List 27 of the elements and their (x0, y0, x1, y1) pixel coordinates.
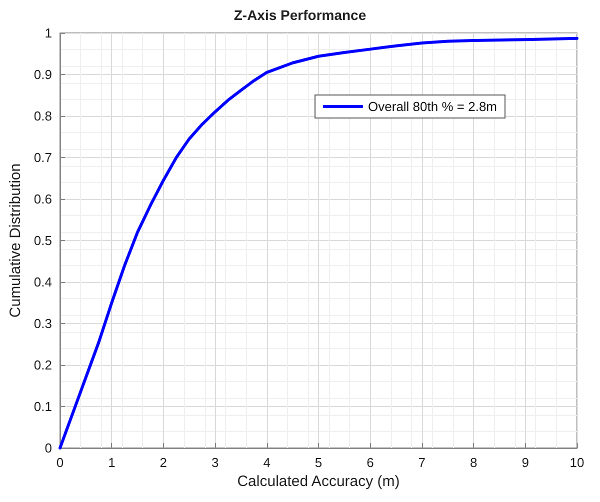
x-tick-label: 5 (314, 455, 322, 470)
x-tick-label: 4 (263, 455, 270, 470)
x-tick-label: 10 (570, 455, 584, 470)
y-axis-title: Cumulative Distribution (7, 163, 24, 318)
y-tick-label: 0.5 (34, 233, 52, 248)
x-tick-label: 1 (108, 455, 116, 470)
y-tick-label: 0.4 (34, 274, 52, 290)
y-tick-label: 0.6 (34, 192, 52, 206)
x-tick-label: 3 (211, 455, 219, 470)
chart-title: Z-Axis Performance (234, 7, 366, 23)
x-tick-label: 0 (56, 455, 64, 470)
y-tick-label: 0.7 (34, 150, 52, 165)
y-tick-label: 0 (44, 440, 52, 456)
y-tick-label: 1 (44, 26, 52, 40)
legend-label: Overall 80th % = 2.8m (368, 99, 498, 114)
x-tick-label: 9 (522, 455, 529, 470)
x-tick-label: 7 (418, 455, 426, 470)
x-axis-title: Calculated Accuracy (m) (237, 472, 400, 490)
y-tick-label: 0.1 (34, 399, 52, 414)
y-tick-label: 0.3 (34, 316, 52, 331)
y-tick-label: 0.2 (34, 358, 52, 372)
x-tick-label: 2 (160, 455, 168, 470)
y-tick-label: 0.8 (34, 108, 52, 124)
y-tick-label: 0.9 (34, 67, 52, 82)
x-tick-label: 8 (470, 455, 478, 470)
x-tick-label: 6 (366, 455, 374, 470)
line-series (58, 36, 578, 450)
